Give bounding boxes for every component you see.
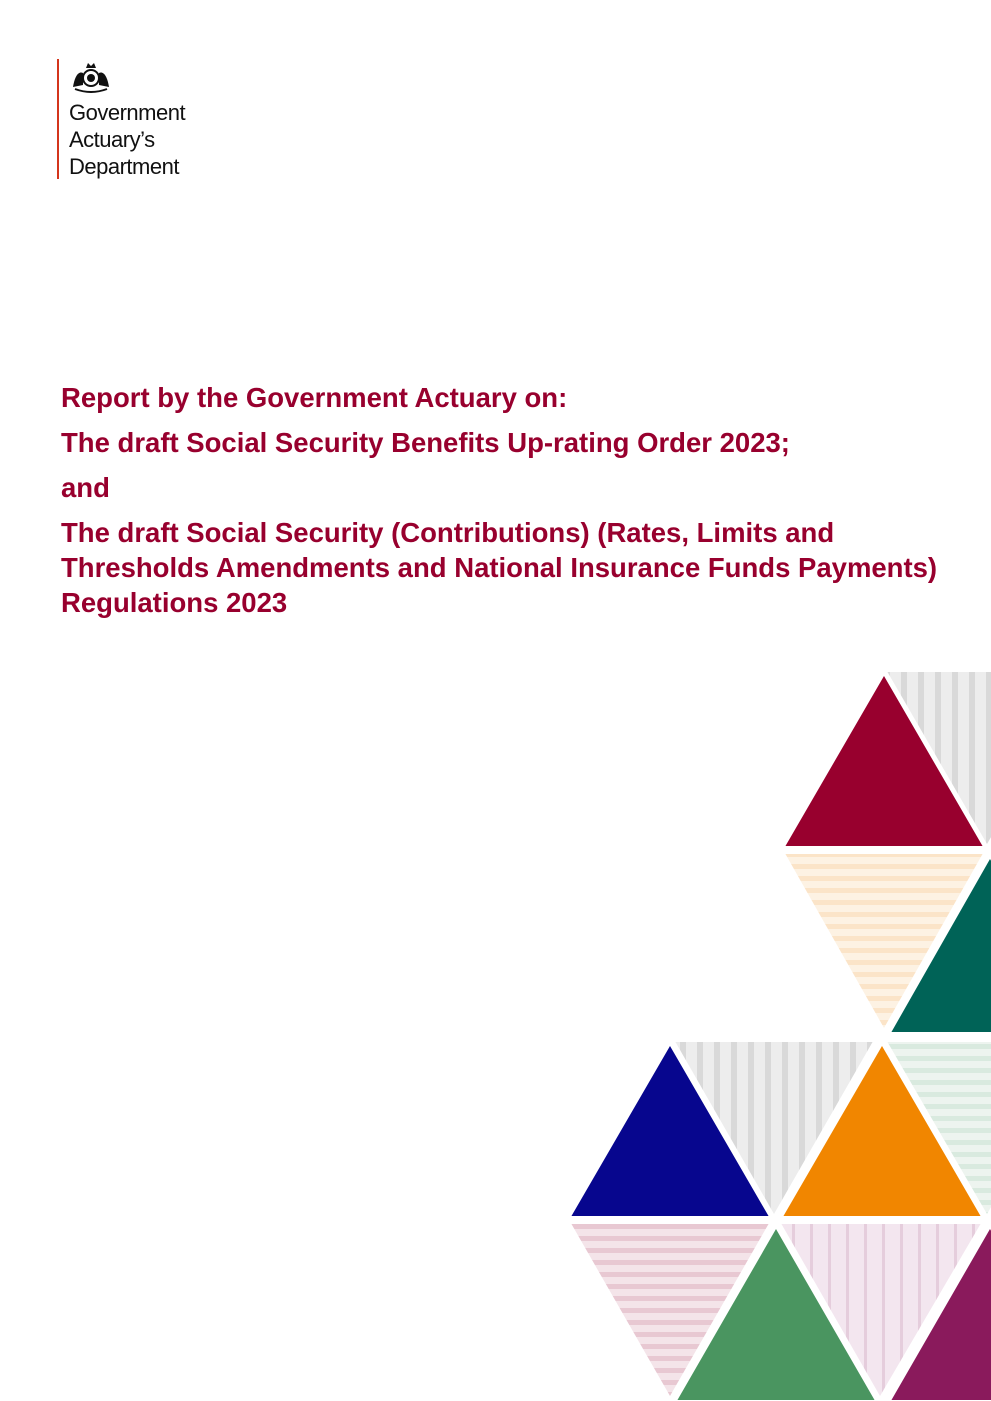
triangle-peach-stripes	[778, 850, 990, 1037]
triangle-green	[672, 1220, 880, 1401]
report-title: Report by the Government Actuary on: The…	[61, 380, 941, 630]
triangle-gray-stripes	[668, 1038, 880, 1223]
triangle-blue	[564, 1038, 776, 1220]
title-line-1: Report by the Government Actuary on:	[61, 382, 568, 413]
title-line-3: and	[61, 472, 110, 503]
triangle-purple	[886, 1220, 991, 1401]
logo-line: Government	[69, 100, 186, 125]
triangle-teal	[884, 850, 991, 1036]
title-line-4: The draft Social Security (Contributions…	[61, 517, 938, 618]
logo-line: Department	[69, 154, 179, 179]
logo-line: Actuary’s	[69, 127, 155, 152]
gad-logo: Government Actuary’s Department	[57, 59, 186, 179]
triangle-red	[778, 668, 990, 850]
royal-crest-icon	[73, 63, 109, 93]
title-line-2: The draft Social Security Benefits Up-ra…	[61, 427, 790, 458]
triangle-lilac-stripes	[774, 1220, 988, 1401]
triangle-mint-stripes	[880, 1038, 991, 1222]
triangle-orange	[776, 1038, 988, 1220]
triangle-pink-stripes	[564, 1220, 776, 1401]
